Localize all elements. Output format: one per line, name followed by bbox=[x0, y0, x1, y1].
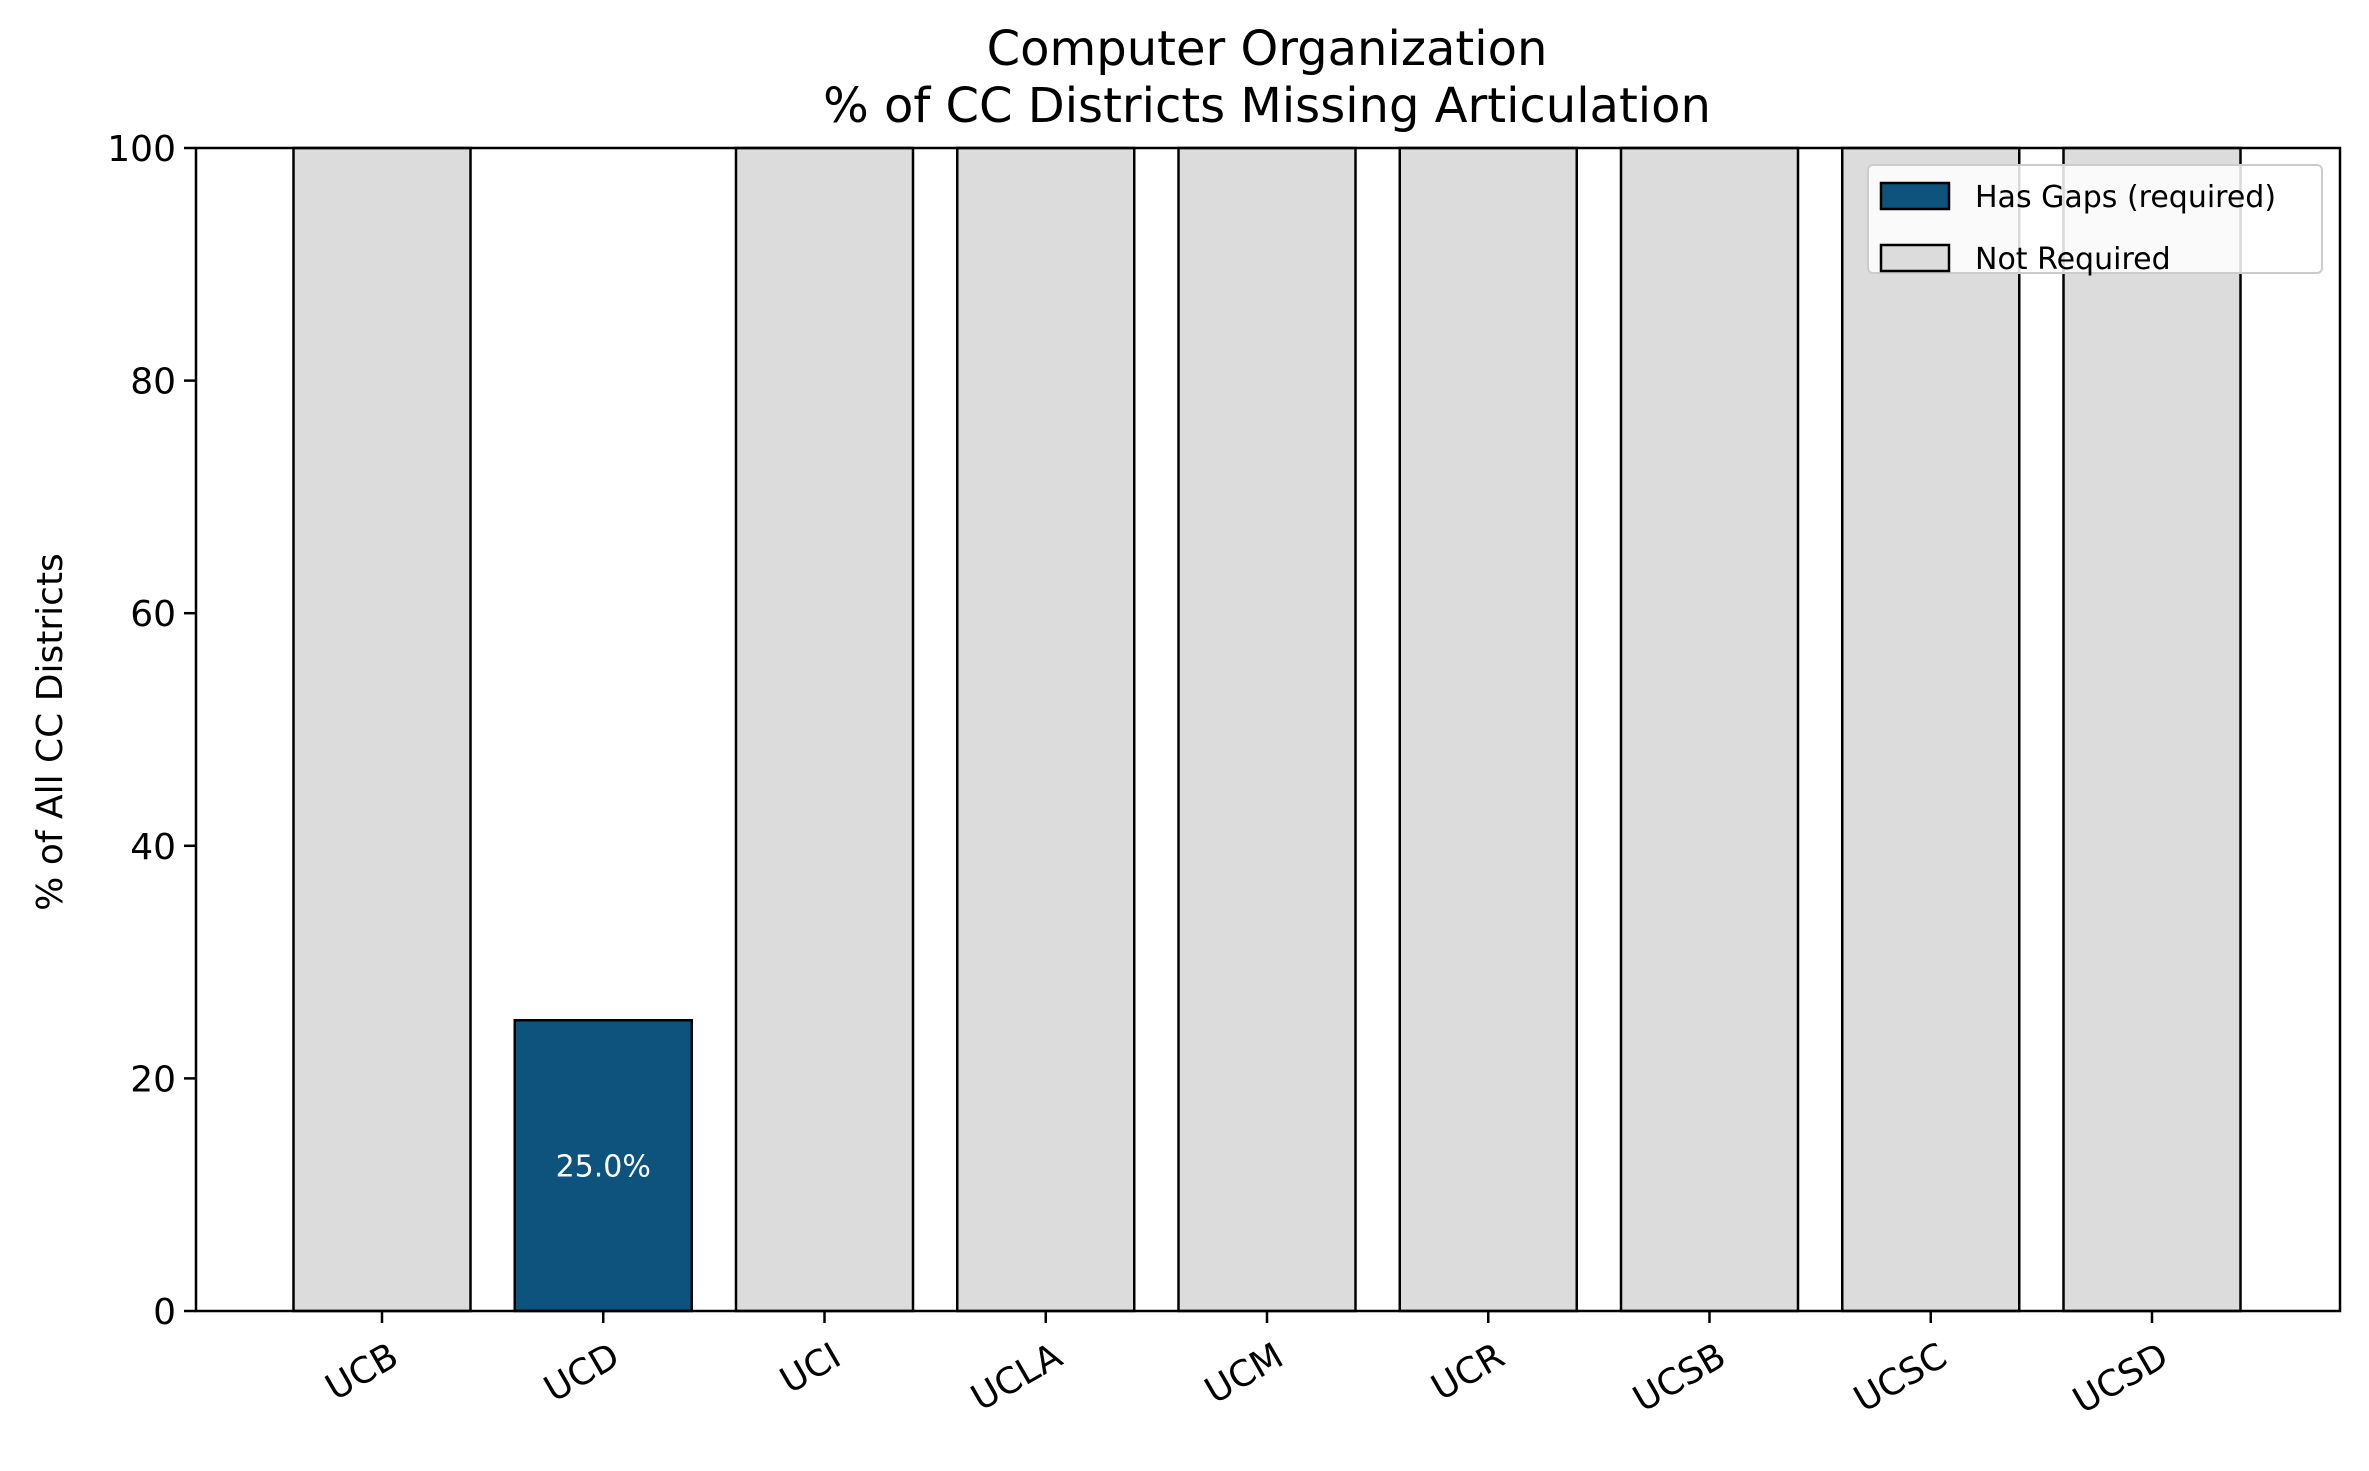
x-tick-label-uci: UCI bbox=[774, 1335, 848, 1402]
y-axis-label: % of All CC Districts bbox=[30, 553, 71, 911]
y-tick-label: 80 bbox=[130, 362, 176, 403]
plot-area-frame bbox=[194, 146, 2342, 1313]
y-tick-label: 20 bbox=[130, 1059, 176, 1100]
bar-value-label: 25.0% bbox=[556, 1150, 651, 1185]
x-tick-label-ucsc: UCSC bbox=[1847, 1335, 1954, 1420]
chart-subtitle: % of CC Districts Missing Articulation bbox=[823, 78, 1711, 134]
legend-entry-label: Not Required bbox=[1975, 242, 2171, 277]
bar-uci-series-1 bbox=[734, 146, 915, 1313]
x-tick-label-ucm: UCM bbox=[1198, 1335, 1290, 1412]
bar-ucb-series-1 bbox=[292, 146, 472, 1313]
y-tick-label: 60 bbox=[130, 594, 176, 635]
y-tick-label: 0 bbox=[153, 1292, 176, 1333]
bar-ucm-series-1 bbox=[1177, 146, 1357, 1313]
x-tick-label-ucd: UCD bbox=[537, 1335, 626, 1410]
y-tick-label: 40 bbox=[130, 827, 176, 868]
chart-title: Computer Organization bbox=[987, 21, 1548, 77]
bar-ucd-series-0 bbox=[513, 1019, 693, 1313]
legend: Has Gaps (required) Not Required bbox=[1867, 164, 2323, 277]
x-tick-label-ucb: UCB bbox=[319, 1335, 405, 1409]
x-tick-label-ucla: UCLA bbox=[965, 1335, 1070, 1419]
x-axis-ticks: UCB UCD UCI UCLA UCM UCR UCSB UCSC UCSD bbox=[319, 1311, 2175, 1422]
x-tick-label-ucr: UCR bbox=[1425, 1335, 1512, 1409]
legend-swatch bbox=[1879, 181, 1951, 211]
y-axis-ticks: 0 20 40 60 80 100 bbox=[107, 129, 196, 1333]
legend-box bbox=[1867, 164, 2323, 274]
bar-ucsb-series-1 bbox=[1619, 146, 1800, 1313]
bar-ucla-series-1 bbox=[956, 146, 1136, 1313]
legend-entry-label: Has Gaps (required) bbox=[1975, 180, 2276, 215]
legend-swatch bbox=[1879, 243, 1951, 273]
x-tick-label-ucsd: UCSD bbox=[2066, 1335, 2175, 1422]
bar-labels-layer: 25.0% bbox=[556, 1150, 651, 1185]
y-tick-label: 100 bbox=[107, 129, 176, 170]
x-tick-label-ucsb: UCSB bbox=[1627, 1335, 1733, 1420]
bar-ucsc-series-1 bbox=[1841, 146, 2021, 1313]
bars-layer bbox=[292, 146, 2242, 1313]
bar-ucr-series-1 bbox=[1398, 146, 1578, 1313]
bar-ucsd-series-1 bbox=[2062, 146, 2242, 1313]
